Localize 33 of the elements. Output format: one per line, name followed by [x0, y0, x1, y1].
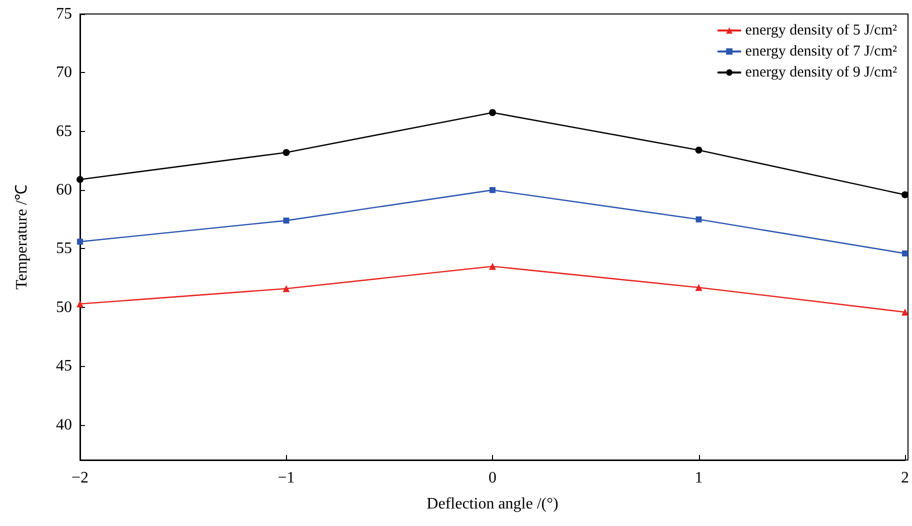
y-tick-label: 45 [56, 358, 72, 375]
point [490, 187, 496, 194]
x-axis-title: Deflection angle /(°) [426, 496, 558, 512]
point [902, 250, 908, 256]
y-tick-label: 60 [56, 182, 72, 199]
point [77, 238, 83, 245]
x-tick-label: 2 [901, 470, 909, 486]
y-tick-label: 70 [56, 64, 72, 82]
legend-label: energy density of 9 J/cm² [745, 64, 898, 80]
point [696, 216, 702, 222]
y-tick-label: 55 [56, 240, 72, 258]
x-tick-label: 0 [488, 470, 496, 486]
x-tick-label: −2 [71, 470, 89, 486]
legend-label: energy density of 5 J/cm² [745, 22, 898, 38]
point [695, 146, 702, 154]
point [695, 284, 702, 291]
x-tick-label: 1 [694, 470, 703, 486]
point [489, 109, 496, 116]
y-tick-label: 40 [56, 416, 72, 434]
point [76, 300, 84, 308]
y-tick-label: 50 [56, 298, 72, 316]
y-tick-label: 65 [56, 122, 72, 140]
point [283, 218, 290, 224]
point [282, 148, 290, 156]
point [902, 308, 908, 316]
y-tick-label: 75 [56, 6, 72, 22]
legend-label: energy density of 7 J/cm² [745, 44, 898, 60]
point [76, 176, 84, 183]
x-tick-label: −1 [278, 470, 295, 486]
point [282, 285, 290, 292]
point [902, 191, 908, 198]
y-axis-title: Temperature /℃ [14, 184, 30, 290]
point [489, 262, 496, 270]
